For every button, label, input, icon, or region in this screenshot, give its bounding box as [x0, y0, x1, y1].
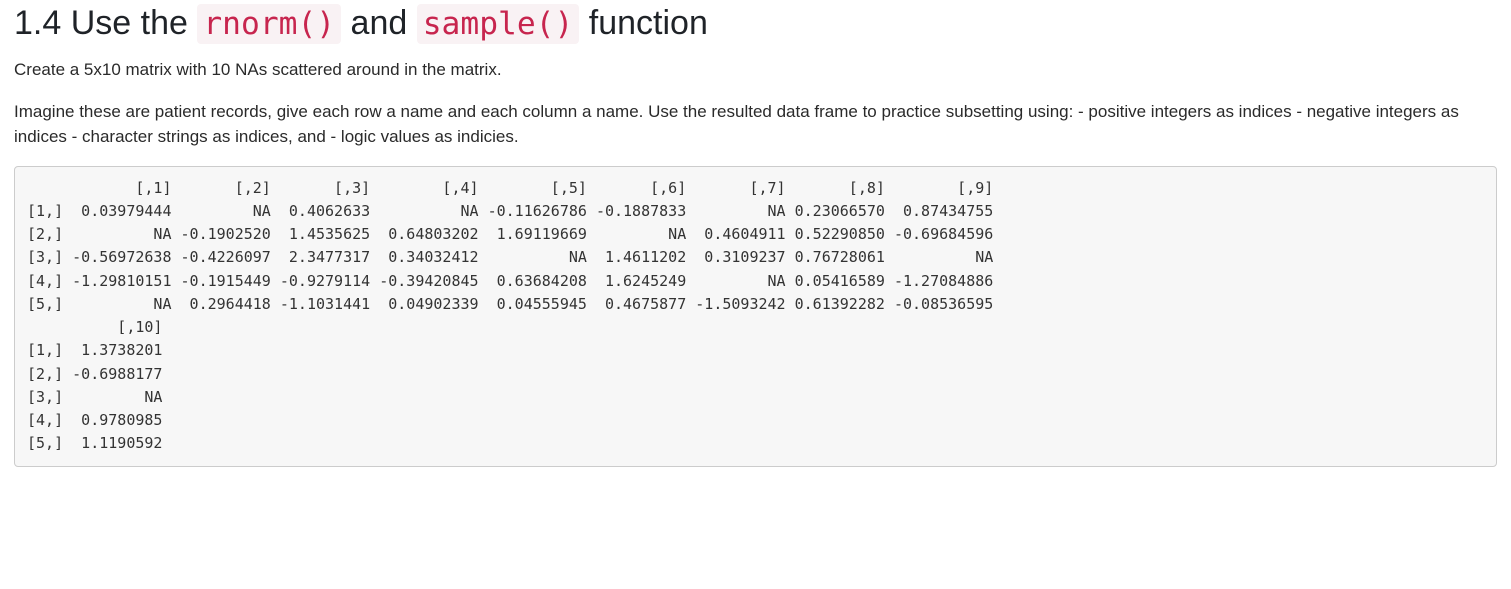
heading-mid: and — [341, 4, 417, 42]
paragraph-1: Create a 5x10 matrix with 10 NAs scatter… — [14, 57, 1497, 83]
heading-suffix: function — [579, 4, 708, 42]
heading-code-sample: sample() — [417, 4, 580, 44]
r-console-output: [,1] [,2] [,3] [,4] [,5] [,6] [,7] [,8] … — [14, 166, 1497, 467]
section-heading: 1.4 Use the rnorm() and sample() functio… — [14, 4, 1497, 43]
paragraph-2: Imagine these are patient records, give … — [14, 99, 1497, 150]
heading-prefix: 1.4 Use the — [14, 4, 197, 42]
heading-code-rnorm: rnorm() — [197, 4, 341, 44]
